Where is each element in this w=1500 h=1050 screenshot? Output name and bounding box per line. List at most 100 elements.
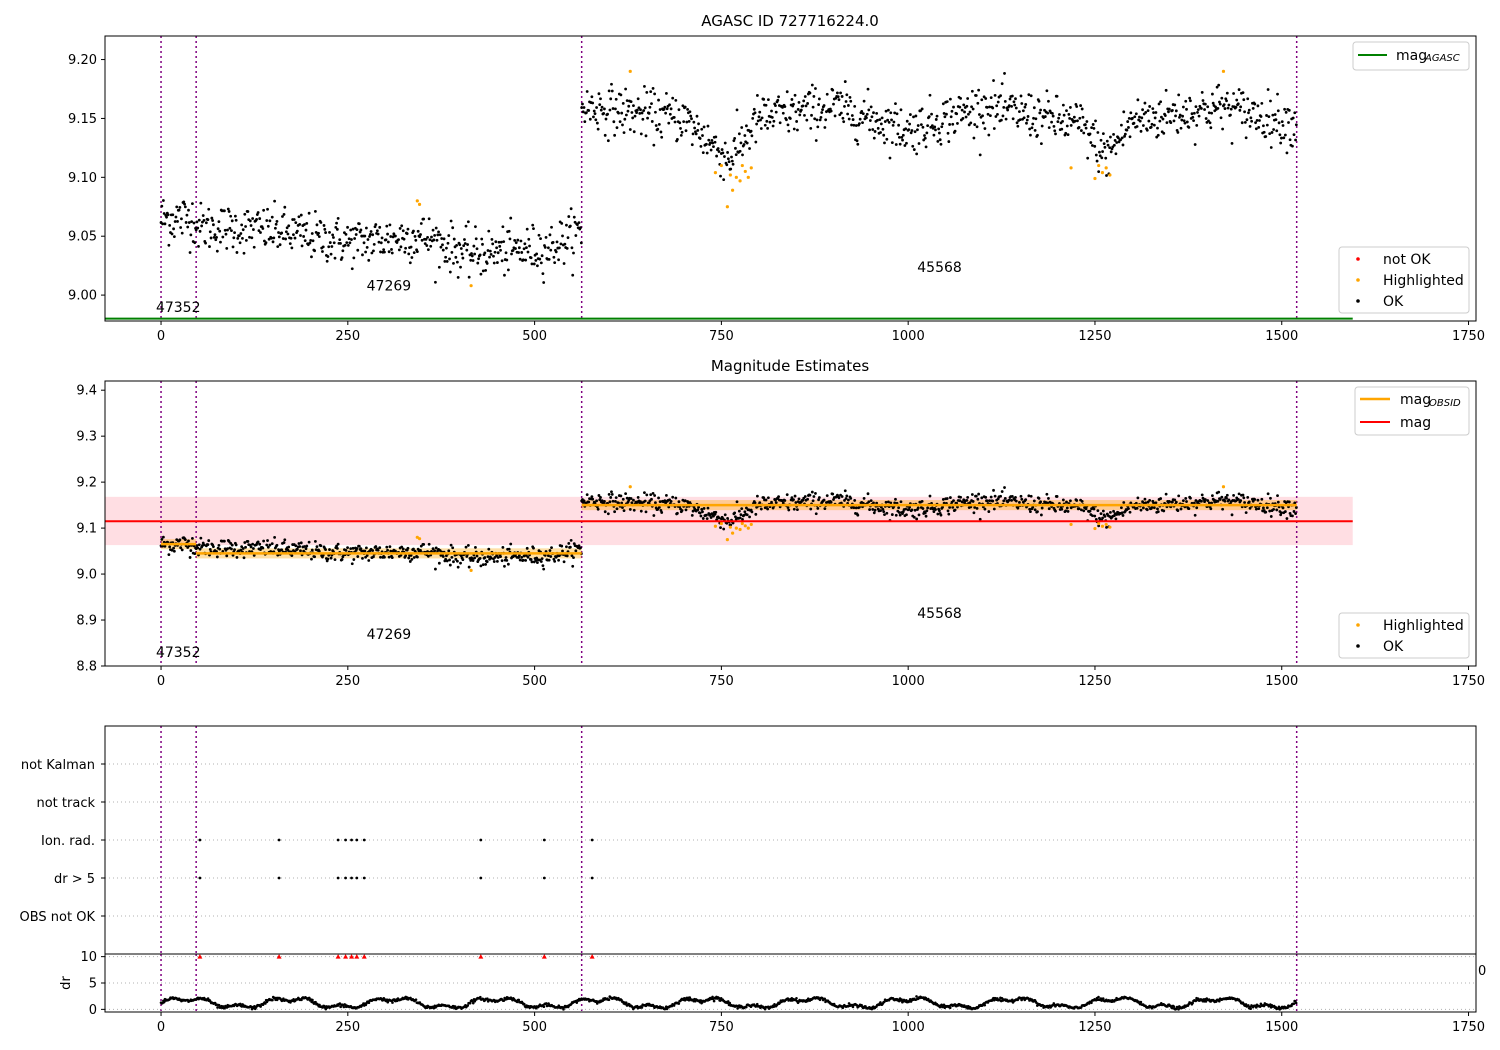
ok-point: [799, 108, 803, 112]
ok-point: [1029, 494, 1033, 498]
ok-point: [787, 129, 791, 133]
dr-point: [271, 998, 274, 1002]
legend-ok-label: OK: [1383, 639, 1404, 655]
ok-point: [932, 133, 936, 137]
ok-point: [873, 508, 877, 512]
highlighted-point: [746, 526, 750, 530]
ok-point: [252, 547, 255, 550]
ok-point: [532, 227, 535, 231]
ok-point: [941, 498, 945, 501]
ok-point: [1032, 106, 1036, 110]
ok-point: [740, 507, 744, 511]
ok-point: [925, 131, 929, 135]
ok-point: [317, 235, 321, 239]
ok-point: [648, 105, 652, 109]
ok-point: [1050, 111, 1054, 115]
ok-point: [307, 211, 311, 215]
ok-point: [525, 246, 528, 250]
ok-point: [901, 510, 905, 514]
ok-point: [1272, 508, 1276, 511]
ok-point: [1099, 512, 1103, 516]
ok-point: [1209, 126, 1213, 130]
ok-point: [433, 549, 437, 553]
ok-point: [522, 247, 526, 251]
ok-point: [546, 246, 550, 250]
ok-point: [332, 236, 335, 239]
ok-point: [699, 514, 703, 518]
ok-point: [1141, 108, 1144, 112]
ok-point: [225, 246, 229, 250]
ok-point: [479, 272, 483, 276]
dr-point: [367, 1001, 371, 1005]
panel2-legend-bottom: Highlighted OK: [1338, 612, 1470, 659]
ok-point: [490, 237, 494, 241]
ok-point: [665, 493, 668, 497]
dr-point: [517, 998, 521, 1002]
ok-point: [1185, 500, 1188, 503]
ok-point: [343, 243, 347, 247]
ok-point: [1169, 121, 1173, 125]
ok-point: [1021, 109, 1025, 113]
ok-point: [171, 213, 175, 217]
ok-point: [1174, 500, 1178, 504]
ok-point: [375, 229, 379, 233]
ok-point: [1105, 139, 1109, 143]
ok-point: [1075, 105, 1079, 108]
ok-point: [335, 227, 339, 231]
ok-point: [566, 236, 570, 240]
ok-point: [376, 548, 380, 552]
ok-point: [698, 137, 702, 140]
ok-point: [440, 237, 444, 240]
ok-point: [252, 245, 256, 249]
ok-point: [700, 127, 704, 131]
ok-point: [1225, 91, 1229, 95]
ok-point: [513, 239, 517, 242]
ok-point: [408, 560, 412, 563]
ok-point: [1253, 102, 1257, 106]
ok-point: [228, 226, 232, 230]
flag-category-label: Ion. rad.: [41, 834, 95, 849]
ok-point: [266, 545, 270, 549]
dr-point: [479, 995, 482, 999]
ok-point: [313, 539, 317, 543]
ok-point: [946, 509, 950, 513]
ok-point: [847, 498, 850, 502]
ok-point: [576, 223, 579, 227]
ok-point: [894, 102, 897, 106]
ok-point: [299, 234, 302, 237]
ok-point: [518, 257, 522, 261]
ok-point: [1223, 107, 1227, 110]
ok-point: [380, 236, 384, 240]
ok-point: [814, 87, 817, 90]
dr-point: [900, 998, 903, 1001]
ok-point: [1037, 99, 1041, 103]
ok-point: [459, 554, 463, 558]
ok-point: [879, 122, 883, 126]
ok-point: [985, 105, 989, 109]
ok-point: [294, 544, 298, 548]
ok-point: [1028, 507, 1032, 511]
ok-point: [1178, 115, 1181, 119]
ok-point: [273, 199, 277, 203]
ok-point: [478, 556, 482, 560]
highlighted-point: [628, 69, 632, 73]
ok-point: [1047, 507, 1051, 511]
ok-point: [1010, 498, 1013, 502]
ok-point: [1150, 505, 1154, 509]
ok-point: [1067, 112, 1071, 116]
ok-point: [913, 130, 917, 134]
y-tick-label: 5: [89, 977, 97, 992]
ok-point: [456, 565, 460, 569]
ok-point: [424, 237, 428, 241]
ok-point: [764, 498, 768, 502]
ok-point: [194, 228, 198, 232]
ok-point: [565, 545, 568, 549]
highlighted-point: [738, 527, 742, 532]
highlighted-point: [725, 205, 729, 209]
ok-point: [229, 214, 233, 218]
ok-point: [216, 227, 220, 231]
ok-point: [193, 241, 197, 245]
ok-point: [498, 244, 502, 248]
ok-point: [293, 236, 297, 240]
flag-point: [350, 838, 353, 842]
